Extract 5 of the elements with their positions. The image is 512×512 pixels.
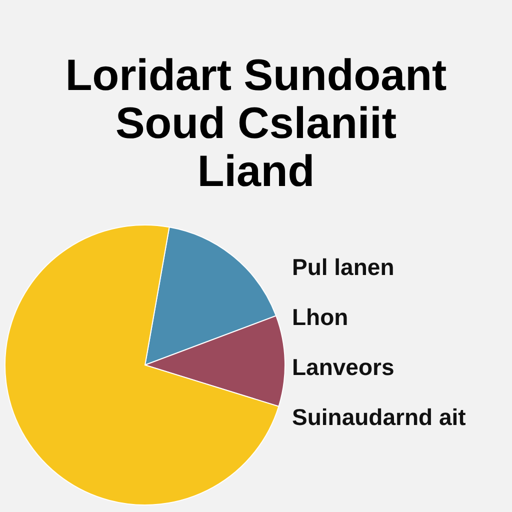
text: Lhon bbox=[292, 304, 348, 330]
chart-title: Loridart Sundoant Soud Cslaniit Liand bbox=[65, 51, 447, 196]
text: Suinaudarnd ait bbox=[292, 404, 466, 430]
text: Lanveors bbox=[292, 354, 394, 380]
text: Pul lanen bbox=[292, 254, 394, 280]
